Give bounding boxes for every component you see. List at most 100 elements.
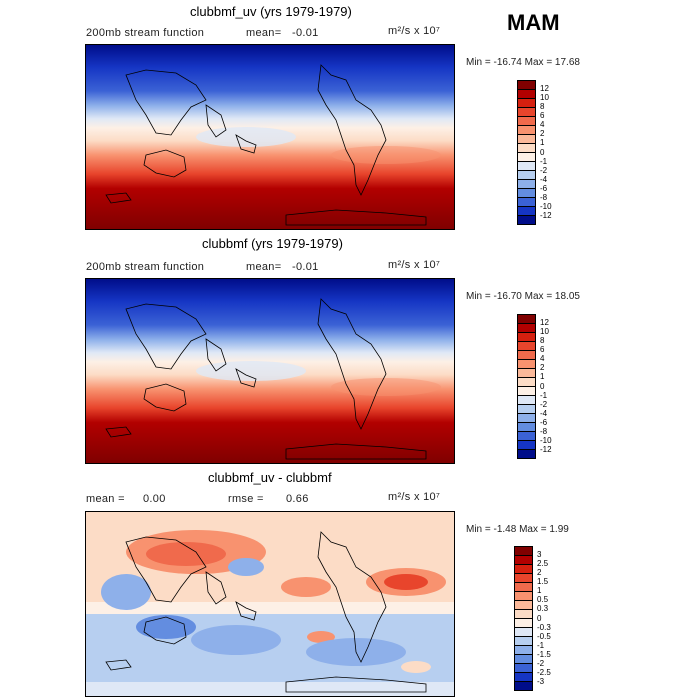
colorbar-tick-label: -0.5 xyxy=(537,631,551,641)
panel-2-map xyxy=(85,278,455,464)
panel-3-units: m²/s x 10⁷ xyxy=(388,491,441,503)
panel-2-title: clubbmf (yrs 1979-1979) xyxy=(202,236,343,251)
colorbar-swatch xyxy=(518,369,535,378)
colorbar-swatch xyxy=(518,117,535,126)
colorbar-swatch xyxy=(518,135,535,144)
colorbar-tick-label: 0 xyxy=(537,613,542,623)
colorbar-swatch xyxy=(515,682,532,690)
colorbar-tick-label: 4 xyxy=(540,354,545,364)
colorbar-tick-label: 12 xyxy=(540,318,549,328)
colorbar-swatch xyxy=(515,664,532,673)
colorbar-tick-label: -6 xyxy=(540,183,548,193)
colorbar-swatch xyxy=(518,198,535,207)
colorbar-tick-label: 8 xyxy=(540,336,545,346)
colorbar-swatch xyxy=(518,180,535,189)
colorbar-swatch xyxy=(518,99,535,108)
panel-1-minmax: Min = -16.74 Max = 17.68 xyxy=(466,57,580,68)
panel-3-mean-value: 0.00 xyxy=(143,493,166,505)
colorbar-swatch xyxy=(518,81,535,90)
panel-1-units: m²/s x 10⁷ xyxy=(388,25,441,37)
panel-1-title: clubbmf_uv (yrs 1979-1979) xyxy=(190,4,352,19)
colorbar-swatch xyxy=(518,342,535,351)
panel-2-colorbar-labels: 12 10 8 6 4 2 1 0 -1 -2 -4 -6 -8 -10 -12 xyxy=(540,314,570,459)
colorbar-swatch xyxy=(518,378,535,387)
colorbar-tick-label: 0 xyxy=(540,381,545,391)
colorbar-tick-label: -6 xyxy=(540,417,548,427)
colorbar-tick-label: 1 xyxy=(540,138,545,148)
colorbar-swatch xyxy=(518,126,535,135)
colorbar-tick-label: 6 xyxy=(540,111,545,121)
colorbar-tick-label: -1 xyxy=(540,390,548,400)
colorbar-tick-label: -10 xyxy=(540,435,552,445)
colorbar-swatch xyxy=(518,396,535,405)
panel-2-colorbar xyxy=(517,314,536,459)
panel-1-field-label: 200mb stream function xyxy=(86,27,205,39)
panel-1-mean-label: mean= xyxy=(246,27,282,39)
panel-1-map-field xyxy=(86,45,454,229)
panel-3-title: clubbmf_uv - clubbmf xyxy=(208,470,332,485)
colorbar-swatch xyxy=(518,441,535,450)
colorbar-swatch xyxy=(518,144,535,153)
colorbar-swatch xyxy=(515,583,532,592)
panel-3-colorbar xyxy=(514,546,533,691)
colorbar-tick-label: -0.3 xyxy=(537,622,551,632)
colorbar-swatch xyxy=(518,324,535,333)
colorbar-tick-label: 1.5 xyxy=(537,577,549,587)
colorbar-swatch xyxy=(515,646,532,655)
colorbar-swatch xyxy=(515,655,532,664)
colorbar-swatch xyxy=(518,387,535,396)
panel-2-mean-label: mean= xyxy=(246,261,282,273)
colorbar-tick-label: -1 xyxy=(537,640,545,650)
colorbar-swatch xyxy=(515,592,532,601)
panel-3-rmse-value: 0.66 xyxy=(286,493,309,505)
panel-3-mean-label: mean = xyxy=(86,493,125,505)
colorbar-tick-label: 10 xyxy=(540,327,549,337)
colorbar-tick-label: -2 xyxy=(540,165,548,175)
colorbar-swatch xyxy=(515,610,532,619)
panel-3-map-field xyxy=(86,512,454,696)
panel-3-rmse-label: rmse = xyxy=(228,493,264,505)
colorbar-swatch xyxy=(515,637,532,646)
panel-1-map xyxy=(85,44,455,230)
colorbar-tick-label: 0.3 xyxy=(537,604,549,614)
colorbar-tick-label: -8 xyxy=(540,192,548,202)
colorbar-tick-label: -2.5 xyxy=(537,667,551,677)
colorbar-swatch xyxy=(518,162,535,171)
colorbar-tick-label: 0.5 xyxy=(537,595,549,605)
colorbar-tick-label: -1.5 xyxy=(537,649,551,659)
colorbar-swatch xyxy=(518,108,535,117)
colorbar-tick-label: -12 xyxy=(540,210,552,220)
colorbar-tick-label: -8 xyxy=(540,426,548,436)
colorbar-tick-label: 12 xyxy=(540,84,549,94)
colorbar-swatch xyxy=(518,414,535,423)
colorbar-tick-label: 2 xyxy=(540,363,545,373)
panel-2-units: m²/s x 10⁷ xyxy=(388,259,441,271)
colorbar-swatch xyxy=(515,673,532,682)
panel-2-map-field xyxy=(86,279,454,463)
colorbar-swatch xyxy=(518,90,535,99)
colorbar-tick-label: 3 xyxy=(537,550,542,560)
colorbar-swatch xyxy=(515,556,532,565)
colorbar-tick-label: -10 xyxy=(540,201,552,211)
panel-2-field-label: 200mb stream function xyxy=(86,261,205,273)
colorbar-swatch xyxy=(518,207,535,216)
panel-2-minmax: Min = -16.70 Max = 18.05 xyxy=(466,291,580,302)
colorbar-swatch xyxy=(515,601,532,610)
colorbar-tick-label: -2 xyxy=(540,399,548,409)
panel-1-mean-value: -0.01 xyxy=(292,27,319,39)
colorbar-tick-label: 0 xyxy=(540,147,545,157)
panel-3-minmax: Min = -1.48 Max = 1.99 xyxy=(466,524,569,535)
colorbar-tick-label: -3 xyxy=(537,676,545,686)
colorbar-swatch xyxy=(515,628,532,637)
colorbar-swatch xyxy=(515,574,532,583)
colorbar-tick-label: 10 xyxy=(540,93,549,103)
colorbar-swatch xyxy=(518,450,535,458)
panel-1-colorbar-labels: 12 10 8 6 4 2 1 0 -1 -2 -4 -6 -8 -10 -12 xyxy=(540,80,570,225)
colorbar-tick-label: -4 xyxy=(540,408,548,418)
colorbar-swatch xyxy=(518,351,535,360)
colorbar-tick-label: -4 xyxy=(540,174,548,184)
season-label: MAM xyxy=(507,10,560,35)
colorbar-tick-label: 2 xyxy=(540,129,545,139)
panel-1-colorbar xyxy=(517,80,536,225)
panel-3-map xyxy=(85,511,455,697)
